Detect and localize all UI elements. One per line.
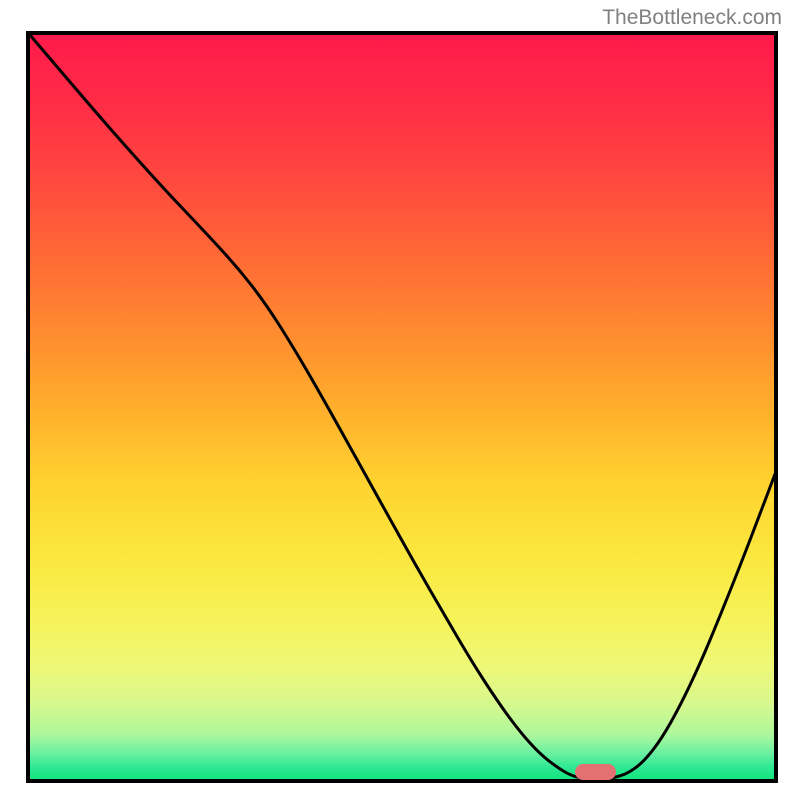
- curve-path: [30, 35, 775, 779]
- bottleneck-curve: [0, 0, 800, 800]
- sweet-spot-marker: [575, 764, 616, 780]
- watermark-text: TheBottleneck.com: [602, 6, 782, 30]
